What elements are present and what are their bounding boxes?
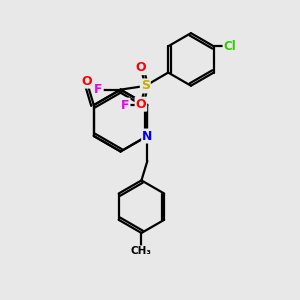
Text: O: O [136, 98, 146, 111]
Text: N: N [142, 130, 152, 142]
Text: S: S [141, 80, 150, 92]
Text: CH₃: CH₃ [131, 246, 152, 256]
Text: F: F [121, 99, 130, 112]
Text: O: O [81, 75, 92, 88]
Text: O: O [136, 61, 146, 74]
Text: Cl: Cl [224, 40, 236, 53]
Text: F: F [94, 83, 103, 96]
